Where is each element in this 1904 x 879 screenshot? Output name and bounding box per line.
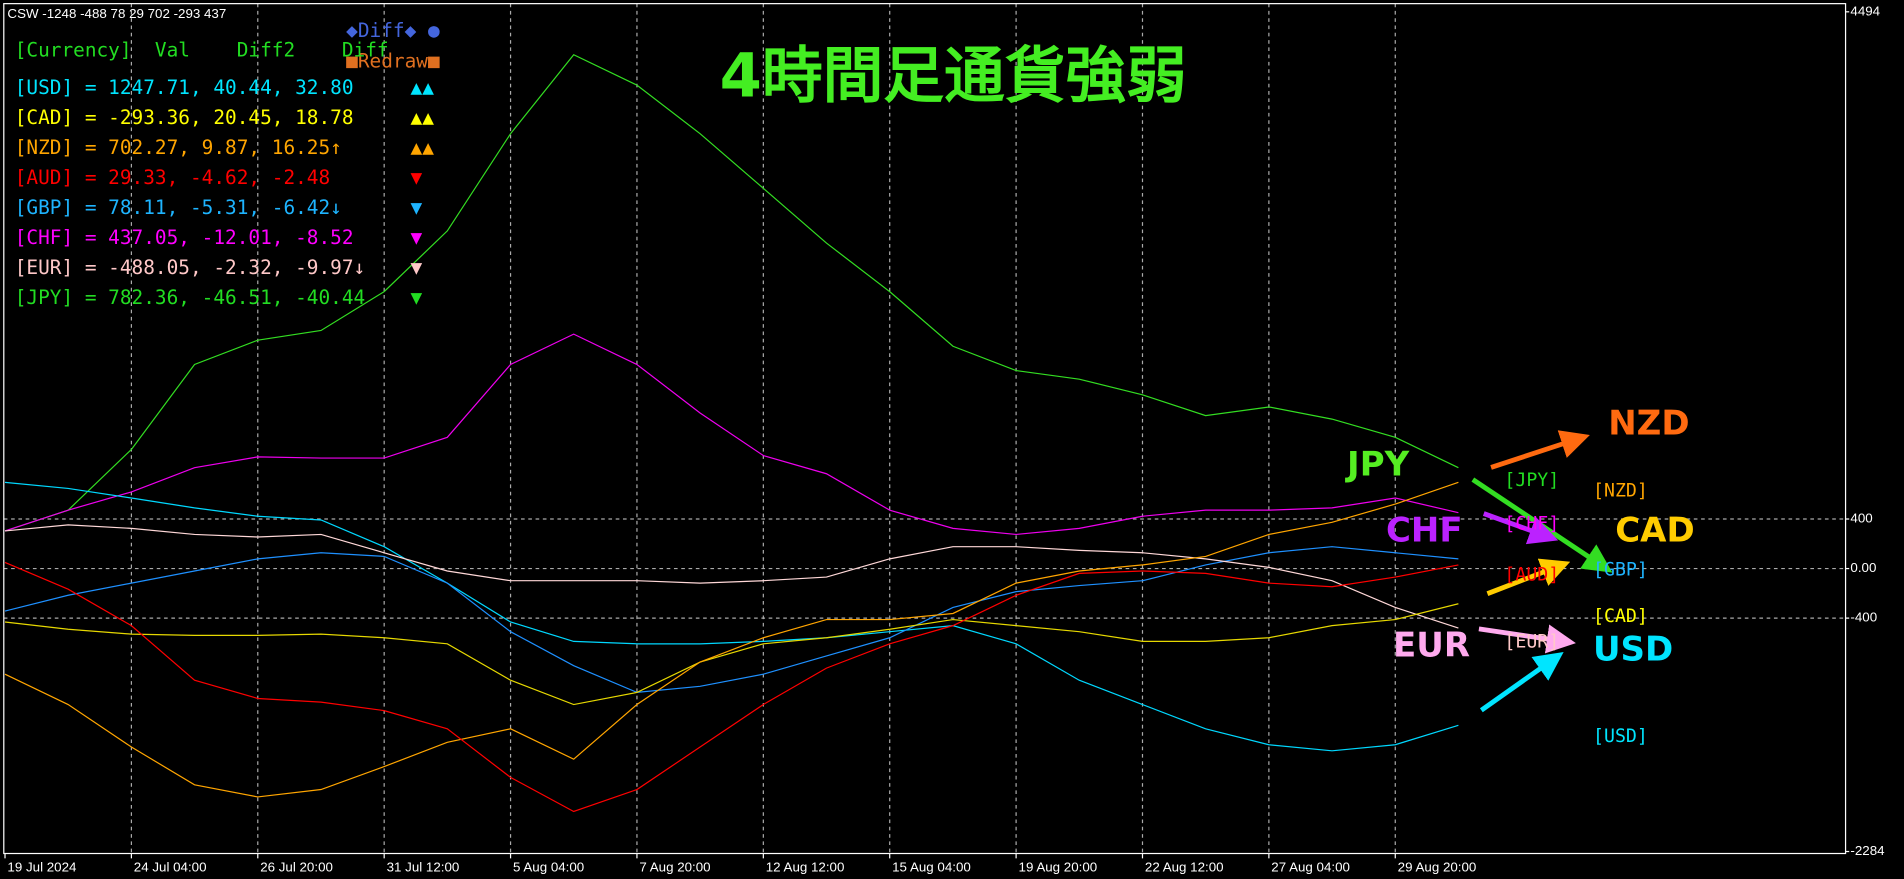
tag-nzd: [NZD] (1593, 481, 1648, 502)
series-line (4, 333, 1459, 536)
indicator-table: [Currency] Val Diff2 Diff [USD] = 1247.7… (15, 38, 434, 309)
arrow (1486, 558, 1571, 596)
annotation-arrows (1471, 430, 1613, 713)
redraw-button[interactable]: ■Redraw■ (346, 49, 440, 72)
lines (4, 53, 1459, 813)
table-row: [USD] = 1247.71, 40.44, 32.80 (15, 76, 354, 99)
table-row: [CAD] = -293.36, 20.45, 18.78 (15, 106, 354, 129)
signal: ▲▲ (411, 106, 435, 129)
tag-chf: [CHF] (1504, 513, 1559, 534)
y-tick-label: 400 (1850, 511, 1872, 526)
series-line (4, 561, 1459, 813)
arrow (1490, 430, 1590, 470)
label-nzd: NZD (1608, 403, 1689, 443)
signal: ▲▲ (411, 136, 435, 159)
x-tick-label: 15 Aug 04:00 (892, 860, 971, 875)
tag-eur: [EUR] (1504, 631, 1559, 652)
x-tick-label: 24 Jul 04:00 (134, 860, 207, 875)
tag-jpy: [JPY] (1504, 470, 1559, 491)
arrow (1478, 624, 1576, 654)
signal: ▲▲ (411, 76, 435, 99)
x-tick-label: 19 Jul 2024 (7, 860, 77, 875)
table-row: [AUD] = 29.33, -4.62, -2.48 (15, 166, 330, 189)
annotations: JPY CHF EUR NZD CAD USD [JPY] [NZD] [CHF… (1345, 403, 1695, 747)
series-line (4, 524, 1459, 629)
label-chf: CHF (1386, 510, 1463, 550)
signal: ▼ (411, 226, 423, 249)
plot-border (3, 3, 1847, 855)
x-tick-label: 22 Aug 12:00 (1145, 860, 1224, 875)
x-tick-label: 26 Jul 20:00 (260, 860, 333, 875)
signal: ▼ (411, 166, 423, 189)
title: 4時間足通貨強弱 (720, 42, 1187, 112)
table-row: [CHF] = 437.05, -12.01, -8.52 (15, 226, 354, 249)
tag-aud: [AUD] (1504, 564, 1559, 585)
x-tick-label: 12 Aug 12:00 (766, 860, 845, 875)
y-tick-label: -400 (1850, 610, 1877, 625)
x-tick-label: 29 Aug 20:00 (1398, 860, 1477, 875)
series-line (4, 53, 1459, 532)
y-tick-label: 4494 (1850, 3, 1880, 18)
label-eur: EUR (1393, 626, 1470, 666)
info-text: CSW -1248 -488 78 29 702 -293 437 (7, 6, 226, 21)
table-row: [JPY] = 782.36, -46.51, -40.44 (15, 286, 366, 309)
label-cad: CAD (1615, 510, 1694, 550)
signal: ▼ (411, 286, 423, 309)
signal: ▼ (411, 256, 423, 279)
x-tick-label: 7 Aug 20:00 (639, 860, 710, 875)
x-tick-label: 27 Aug 04:00 (1271, 860, 1350, 875)
diff-button[interactable]: ◆Diff◆ ● (346, 19, 440, 42)
table-row: [GBP] = 78.11, -5.31, -6.42↓ (15, 196, 342, 219)
y-tick-label: -2284 (1850, 843, 1885, 858)
x-tick-label: 19 Aug 20:00 (1019, 860, 1098, 875)
label-jpy: JPY (1345, 445, 1410, 485)
series-line (4, 481, 1459, 798)
axis-labels: 4494 400 0.00 -400 -2284 19 Jul 2024 24 Jul 04… (4, 3, 1885, 875)
table-row: [NZD] = 702.27, 9.87, 16.25↑ (15, 136, 342, 159)
table-header: [Currency] Val Diff2 Diff (15, 38, 389, 61)
x-tick-label: 5 Aug 04:00 (513, 860, 584, 875)
series-line (4, 481, 1459, 752)
series-line (4, 546, 1459, 694)
tag-gbp: [GBP] (1593, 560, 1648, 581)
tag-cad: [CAD] (1593, 606, 1648, 627)
series-line (4, 603, 1459, 706)
x-tick-label: 31 Jul 12:00 (387, 860, 460, 875)
y-tick-label: 0.00 (1850, 560, 1876, 575)
arrow (1482, 511, 1559, 545)
table-row: [EUR] = -488.05, -2.32, -9.97↓ (15, 256, 366, 279)
label-usd: USD (1593, 629, 1673, 669)
arrow (1479, 652, 1564, 713)
tag-usd: [USD] (1593, 726, 1648, 747)
signal: ▼ (411, 196, 423, 219)
